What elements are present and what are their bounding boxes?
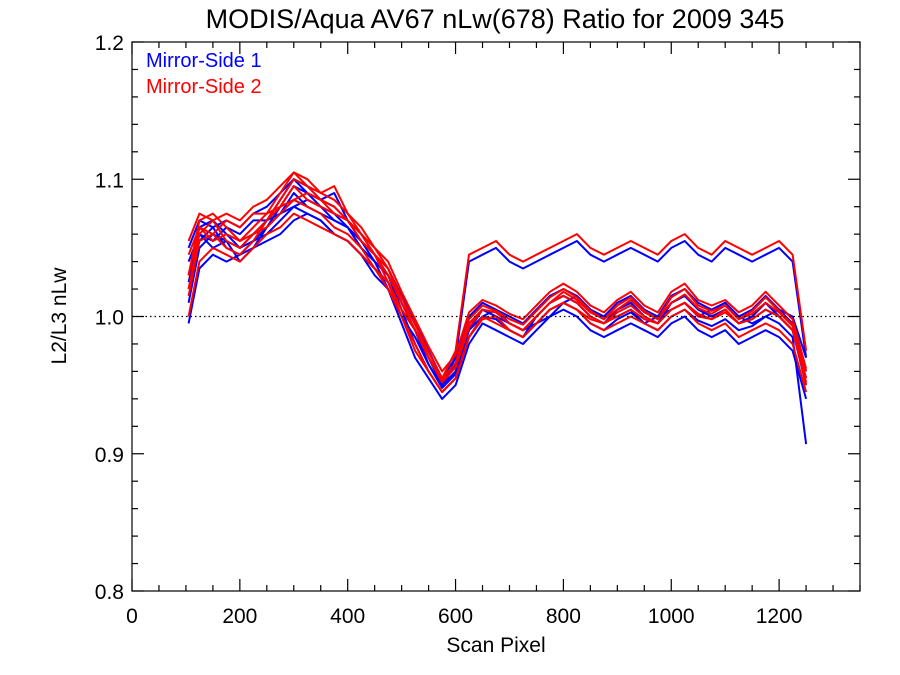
axis-ticks: [131, 41, 861, 592]
x-tick-label: 1200: [756, 605, 803, 628]
y-tick-label: 0.9: [95, 444, 124, 467]
y-tick-label: 1.2: [95, 32, 124, 55]
y-tick-label: 1.1: [95, 169, 124, 192]
y-tick-label: 0.8: [95, 581, 124, 604]
series-line-mirror-side-2-3: [187, 171, 808, 373]
chart-title: MODIS/Aqua AV67 nLw(678) Ratio for 2009 …: [206, 4, 785, 34]
y-tick-label: 1.0: [95, 307, 124, 330]
x-axis-label: Scan Pixel: [446, 634, 545, 657]
legend-item-mirror-side-2: Mirror-Side 2: [146, 76, 262, 98]
x-tick-label: 800: [546, 605, 581, 628]
series-line-mirror-side-1-6: [187, 178, 808, 387]
x-tick-label: 1000: [648, 605, 695, 628]
series-line-mirror-side-2-2: [187, 185, 808, 384]
series-lines: [187, 171, 808, 445]
x-tick-label: 200: [222, 605, 257, 628]
series-line-mirror-side-2-4: [187, 178, 808, 386]
series-line-mirror-side-2-1: [187, 212, 808, 393]
series-line-mirror-side-2-7: [187, 198, 808, 383]
series-line-mirror-side-2-5: [187, 192, 808, 393]
series-line-mirror-side-1-7: [187, 205, 808, 445]
series-line-mirror-side-1-3: [187, 178, 808, 380]
y-axis-label: L2/L3 nLw: [48, 267, 71, 365]
series-line-mirror-side-1-1: [187, 212, 808, 393]
legend-item-mirror-side-1: Mirror-Side 1: [146, 50, 262, 72]
x-tick-label: 400: [330, 605, 365, 628]
x-tick-label: 0: [126, 605, 138, 628]
series-line-mirror-side-1-5: [187, 198, 808, 400]
x-tick-label: 600: [438, 605, 473, 628]
axis-tick-labels: 0 200 400 600 800 1000 1200 0.8 0.9 1.0 1.1 1.2: [95, 32, 803, 628]
series-line-mirror-side-1-2: [187, 192, 808, 387]
series-line-mirror-side-2-6: [187, 171, 808, 380]
series-line-mirror-side-1-4: [187, 185, 808, 387]
